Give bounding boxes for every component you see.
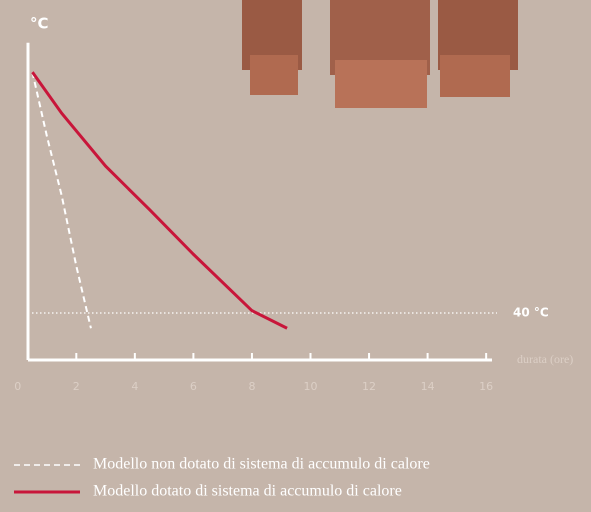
stove-illustration bbox=[242, 0, 518, 108]
data-line bbox=[31, 71, 92, 329]
y-axis-label: °C bbox=[30, 15, 49, 33]
x-tick-label: 2 bbox=[73, 380, 80, 393]
data-line bbox=[31, 71, 288, 330]
legend-label: Modello non dotato di sistema di accumul… bbox=[93, 456, 430, 473]
x-tick-label: 14 bbox=[421, 380, 435, 393]
x-tick-label: 8 bbox=[248, 380, 255, 393]
x-axis-label: durata (ore) bbox=[517, 352, 573, 366]
reference-label: 40 °C bbox=[513, 306, 549, 320]
x-tick-label: 6 bbox=[190, 380, 197, 393]
legend-label: Modello dotato di sistema di accumulo di… bbox=[93, 483, 402, 500]
x-tick-label: 0 bbox=[14, 380, 21, 393]
x-tick-label: 10 bbox=[303, 380, 317, 393]
x-tick-label: 4 bbox=[131, 380, 138, 393]
x-tick-label: 12 bbox=[362, 380, 376, 393]
x-tick-label: 16 bbox=[479, 380, 493, 393]
